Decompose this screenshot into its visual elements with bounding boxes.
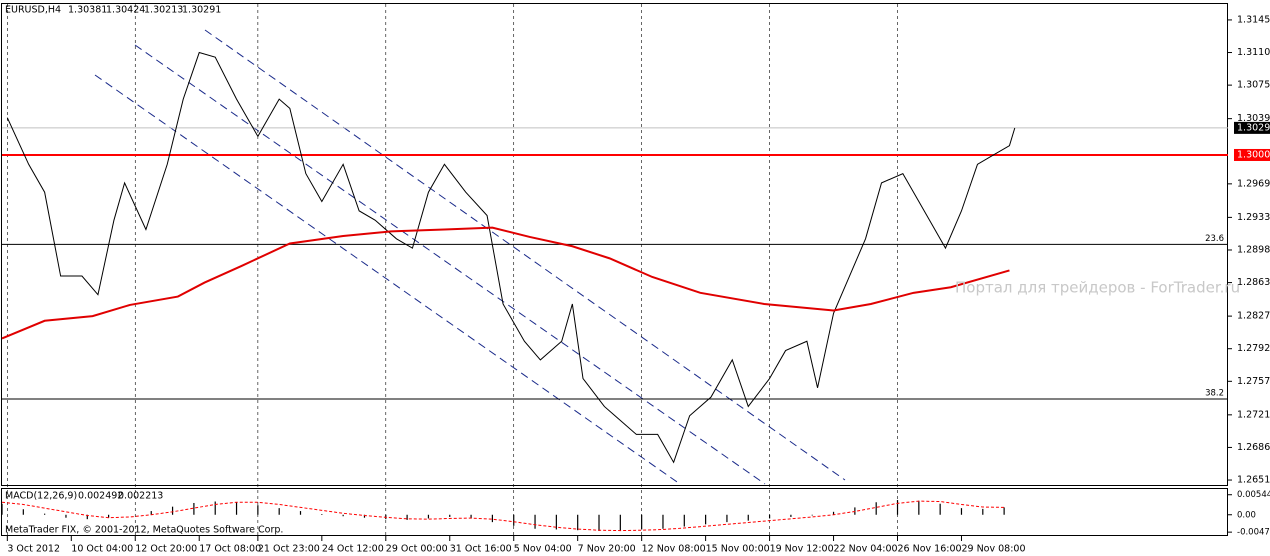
y-tick-label: 1.31450 — [1237, 14, 1270, 25]
fib-label: 23.6 — [1205, 234, 1224, 244]
y-tick-label: 1.26860 — [1237, 442, 1270, 453]
price-line-series — [6, 51, 1016, 464]
high: 1.30424 — [106, 5, 145, 16]
x-tick-label: 12 Nov 08:00 — [642, 544, 706, 555]
grid — [2, 4, 1228, 536]
x-tick-label: 26 Nov 16:00 — [898, 544, 962, 555]
y-tick-label: 1.27570 — [1237, 376, 1270, 387]
x-tick-label: 29 Oct 00:00 — [386, 544, 448, 555]
moving-average — [1, 226, 1010, 340]
x-tick-label: 5 Nov 04:00 — [514, 544, 572, 555]
channel-line — [94, 74, 681, 485]
price-box-label: 1.30291 — [1237, 122, 1270, 133]
macd-y-tick-label: 0.00 — [1237, 510, 1256, 520]
macd-reading: 0.002492 — [78, 491, 123, 502]
footer: MetaTrader FIX, © 2001-2012, MetaQuotes … — [5, 525, 283, 536]
x-tick-label: 7 Nov 20:00 — [578, 544, 636, 555]
symbol: EURUSD,H4 — [5, 5, 61, 16]
y-tick-label: 1.29690 — [1237, 178, 1270, 189]
key-level-box — [1234, 148, 1270, 161]
x-tick-label: 24 Oct 12:00 — [322, 544, 384, 555]
x-tick-label: 31 Oct 16:00 — [450, 544, 512, 555]
y-tick-label: 1.29330 — [1237, 212, 1270, 223]
macd-title: MACD(12,26,9) — [5, 491, 77, 502]
y-tick-label: 1.28270 — [1237, 311, 1270, 322]
plot — [1, 51, 1228, 532]
x-tick-label: 19 Nov 12:00 — [770, 544, 834, 555]
channel — [94, 29, 846, 485]
y-tick-label: 1.27210 — [1237, 409, 1270, 420]
x-tick-label: 21 Oct 23:00 — [258, 544, 320, 555]
y-tick-label: 1.30390 — [1237, 113, 1270, 124]
open: 1.30381 — [68, 5, 107, 16]
y-tick-label: 1.27920 — [1237, 343, 1270, 354]
y-tick-label: 1.31100 — [1237, 47, 1270, 58]
close: 1.30291 — [182, 5, 221, 16]
channel-line — [204, 29, 846, 481]
x-tick-label: 10 Oct 04:00 — [71, 544, 133, 555]
y-tick-label: 1.26510 — [1237, 475, 1270, 486]
channel-line — [134, 44, 766, 485]
macd-y-tick-label: 0.005441 — [1237, 490, 1270, 500]
y-tick-label: 1.28630 — [1237, 277, 1270, 288]
y-tick-label: 1.30750 — [1237, 80, 1270, 91]
x-tick-label: 29 Nov 08:00 — [961, 544, 1025, 555]
x-tick-label: 17 Oct 08:00 — [199, 544, 261, 555]
macd-reading: 0.002213 — [118, 491, 163, 502]
x-tick-label: 15 Nov 00:00 — [706, 544, 770, 555]
low: 1.30213 — [144, 5, 183, 16]
price-box — [1234, 121, 1270, 134]
fib-label: 38.2 — [1205, 389, 1224, 399]
y-tick-label: 1.28980 — [1237, 244, 1270, 255]
x-tick-label: 3 Oct 2012 — [7, 544, 60, 555]
x-tick-label: 22 Nov 04:00 — [834, 544, 898, 555]
macd-y-tick-label: -0.004723 — [1237, 528, 1270, 538]
x-tick-label: 12 Oct 20:00 — [135, 544, 197, 555]
watermark: Портал для трейдеров - ForTrader.ru — [955, 279, 1240, 297]
